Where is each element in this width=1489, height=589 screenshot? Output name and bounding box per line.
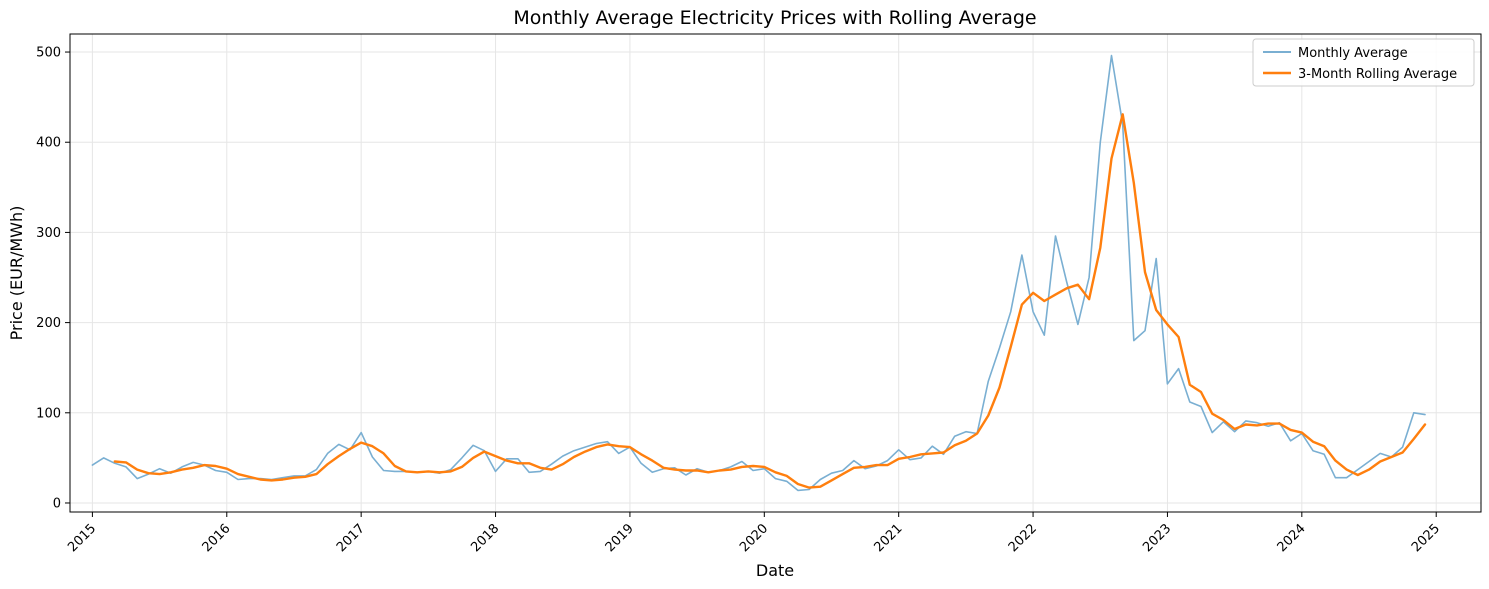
legend-label-monthly: Monthly Average [1298, 46, 1408, 61]
chart-title: Monthly Average Electricity Prices with … [513, 7, 1036, 29]
grid-layer [70, 34, 1481, 512]
x-axis-title: Date [756, 561, 794, 580]
y-tick-label: 400 [36, 136, 61, 151]
y-tick-label: 0 [53, 496, 61, 511]
y-tick-label: 100 [36, 406, 61, 421]
y-tick-label: 200 [36, 316, 61, 331]
y-tick-label: 500 [36, 46, 61, 61]
legend-label-rolling: 3-Month Rolling Average [1298, 67, 1457, 82]
legend-frame [1252, 38, 1475, 87]
series-line-rolling-average [113, 113, 1427, 489]
y-tick-label: 300 [36, 226, 61, 241]
plot-frame [69, 33, 1482, 513]
series-layer [91, 54, 1427, 492]
y-axis-title: Price (EUR/MWh) [7, 206, 26, 341]
series-line-monthly-average [91, 54, 1426, 492]
legend: Monthly Average 3-Month Rolling Average [1252, 38, 1475, 87]
